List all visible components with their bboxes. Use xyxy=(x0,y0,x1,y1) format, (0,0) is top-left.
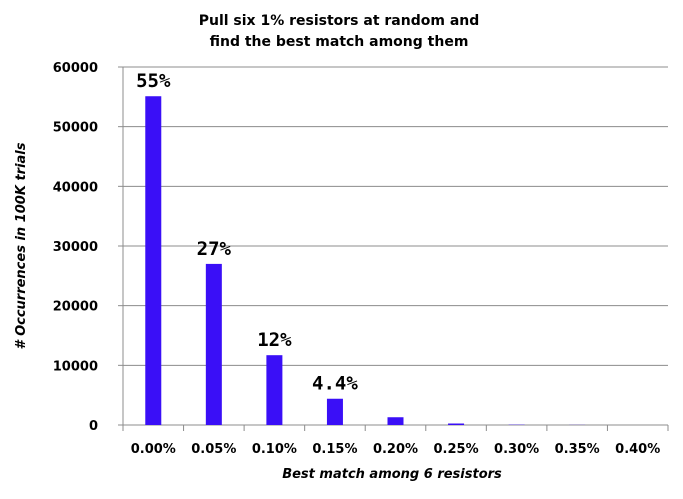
chart-title: Pull six 1% resistors at random and find… xyxy=(199,13,480,50)
y-tick-label: 10000 xyxy=(53,359,98,374)
data-label: 27% xyxy=(197,238,232,260)
bars xyxy=(145,96,586,425)
bar xyxy=(266,355,283,425)
x-tick-label: 0.05% xyxy=(191,442,236,457)
x-tick-label: 0.20% xyxy=(373,442,418,457)
chart-title-line-2: find the best match among them xyxy=(210,34,469,50)
data-labels: 55% 27% 12% 4.4% xyxy=(136,70,358,395)
bar xyxy=(145,96,162,425)
data-label: 12% xyxy=(257,329,292,351)
x-tick-label: 0.10% xyxy=(252,442,297,457)
bar xyxy=(448,423,465,425)
x-tick-label: 0.25% xyxy=(434,442,479,457)
bar xyxy=(387,417,404,425)
bar xyxy=(326,398,343,425)
x-tick-label: 0.40% xyxy=(615,442,660,457)
bar xyxy=(205,263,222,425)
y-axis-ticks: 0 10000 20000 30000 40000 50000 60000 xyxy=(53,61,123,434)
chart-title-line-1: Pull six 1% resistors at random and xyxy=(199,13,480,29)
y-axis-label: # Occurrences in 100K trials xyxy=(14,142,29,349)
data-label: 4.4% xyxy=(312,373,358,395)
y-tick-label: 0 xyxy=(89,419,98,434)
x-axis-ticks: 0.00% 0.05% 0.10% 0.15% 0.20% 0.25% 0.30% 0.35%… xyxy=(122,425,669,457)
y-tick-label: 40000 xyxy=(53,180,98,195)
y-tick-label: 50000 xyxy=(53,121,98,136)
x-tick-label: 0.35% xyxy=(555,442,600,457)
x-axis-label: Best match among 6 resistors xyxy=(282,467,502,482)
x-tick-label: 0.30% xyxy=(494,442,539,457)
x-tick-label: 0.15% xyxy=(312,442,357,457)
data-label: 55% xyxy=(136,70,171,92)
y-tick-label: 30000 xyxy=(53,240,98,255)
y-tick-label: 60000 xyxy=(53,61,98,76)
y-tick-label: 20000 xyxy=(53,300,98,315)
x-tick-label: 0.00% xyxy=(131,442,176,457)
